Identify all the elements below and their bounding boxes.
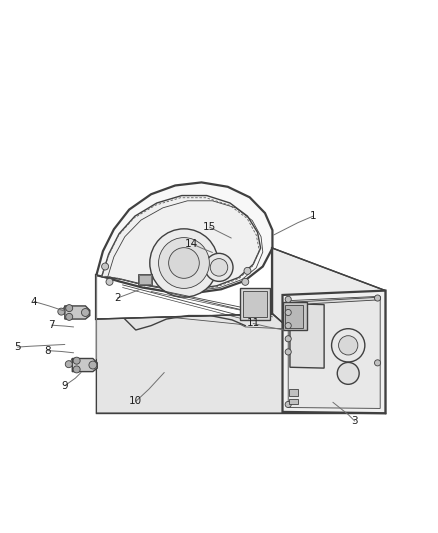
Circle shape: [106, 278, 113, 285]
Bar: [240, 288, 270, 320]
Circle shape: [285, 310, 291, 316]
Text: 11: 11: [247, 318, 260, 328]
Circle shape: [337, 362, 359, 384]
Bar: [139, 275, 151, 284]
Circle shape: [73, 357, 80, 364]
Circle shape: [285, 336, 291, 342]
Bar: [243, 292, 267, 317]
Polygon shape: [290, 304, 324, 368]
Text: 8: 8: [44, 345, 51, 356]
Circle shape: [242, 278, 249, 285]
Polygon shape: [288, 296, 380, 408]
Circle shape: [73, 366, 80, 373]
Circle shape: [169, 248, 199, 278]
Polygon shape: [102, 196, 261, 289]
Circle shape: [66, 313, 73, 320]
Bar: [289, 399, 298, 405]
Circle shape: [332, 329, 365, 362]
Circle shape: [244, 268, 251, 274]
Text: 7: 7: [48, 320, 55, 330]
Text: 4: 4: [31, 296, 38, 306]
Circle shape: [285, 349, 291, 355]
Text: 15: 15: [203, 222, 216, 232]
Polygon shape: [96, 182, 272, 293]
Circle shape: [285, 322, 291, 329]
Polygon shape: [272, 248, 385, 413]
Circle shape: [285, 401, 291, 408]
Circle shape: [285, 296, 291, 302]
Text: 9: 9: [61, 381, 68, 391]
Bar: [283, 302, 307, 330]
Text: 5: 5: [14, 342, 21, 352]
Circle shape: [374, 295, 381, 301]
Circle shape: [81, 309, 89, 317]
Circle shape: [205, 253, 233, 281]
Text: 1: 1: [310, 211, 317, 221]
Text: 14: 14: [185, 239, 198, 249]
Polygon shape: [288, 297, 380, 305]
Circle shape: [159, 238, 209, 288]
Circle shape: [210, 259, 228, 276]
Circle shape: [65, 361, 72, 368]
Circle shape: [150, 229, 218, 297]
Text: 2: 2: [114, 293, 121, 303]
Polygon shape: [283, 290, 385, 413]
Circle shape: [89, 361, 97, 369]
Text: 10: 10: [129, 397, 142, 406]
Bar: [289, 389, 298, 395]
Polygon shape: [65, 306, 90, 319]
Circle shape: [339, 336, 358, 355]
Bar: [138, 274, 152, 285]
Circle shape: [58, 308, 65, 315]
Bar: [285, 305, 303, 328]
Circle shape: [66, 304, 73, 312]
Circle shape: [102, 263, 109, 270]
Polygon shape: [72, 359, 97, 372]
Circle shape: [374, 360, 381, 366]
Text: 3: 3: [351, 416, 358, 426]
Polygon shape: [96, 314, 385, 413]
